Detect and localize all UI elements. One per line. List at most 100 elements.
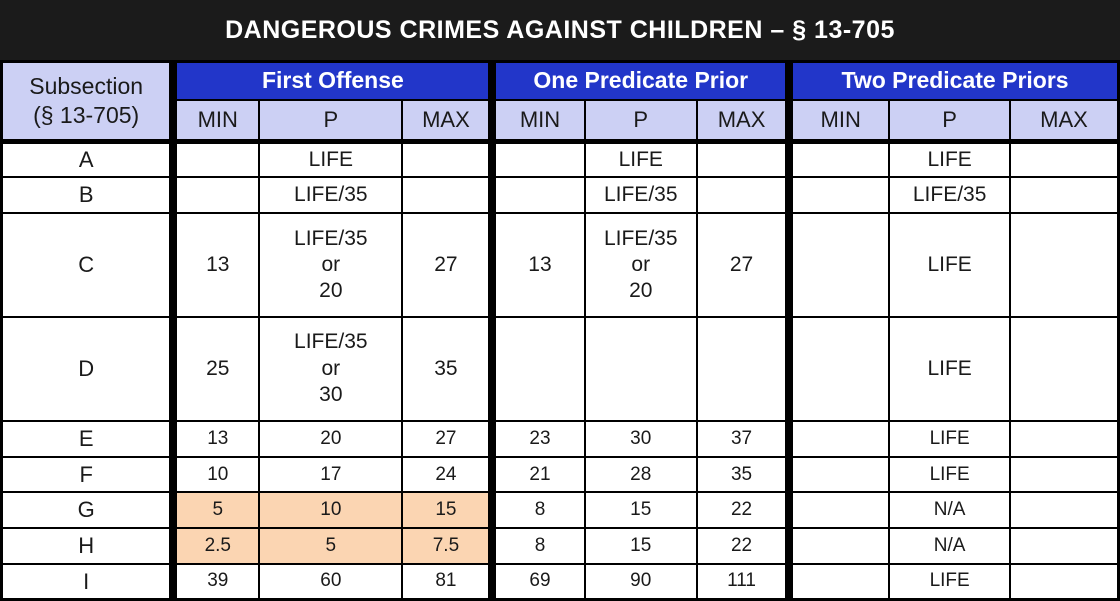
row-label: H	[0, 526, 175, 565]
cell	[1008, 176, 1120, 214]
col-header-p: P	[258, 98, 404, 144]
cell: 28	[583, 455, 698, 494]
cell: LIFE/35 or 20	[258, 211, 404, 318]
cell	[169, 140, 261, 179]
group-header-two-predicate-priors: Two Predicate Priors	[785, 60, 1120, 101]
table-row-f: F 10 17 24 21 28 35 LIFE	[0, 455, 1120, 494]
cell	[488, 176, 586, 214]
cell-highlighted: 10	[258, 491, 404, 529]
row-label: E	[0, 419, 175, 458]
cell	[785, 419, 891, 458]
cell: LIFE/35	[258, 176, 404, 214]
cell: 13	[169, 211, 261, 318]
cell: 60	[258, 562, 404, 601]
cell: 25	[169, 315, 261, 422]
cell-highlighted: 2.5	[169, 526, 261, 565]
row-label: A	[0, 140, 175, 179]
cell	[583, 315, 698, 422]
cell: 35	[695, 455, 791, 494]
cell	[401, 176, 494, 214]
cell-highlighted: 15	[401, 491, 494, 529]
cell-highlighted: 7.5	[401, 526, 494, 565]
cell	[1008, 526, 1120, 565]
row-label: I	[0, 562, 175, 601]
row-label: F	[0, 455, 175, 494]
cell	[1008, 562, 1120, 601]
table-row-b: B LIFE/35 LIFE/35 LIFE/35	[0, 176, 1120, 214]
cell	[785, 526, 891, 565]
cell: LIFE	[583, 140, 698, 179]
cell: 27	[401, 211, 494, 318]
sentencing-table: Subsection (§ 13-705) First Offense One …	[0, 60, 1120, 601]
cell: 35	[401, 315, 494, 422]
chart-title: DANGEROUS CRIMES AGAINST CHILDREN – § 13…	[0, 0, 1120, 60]
cell	[785, 211, 891, 318]
cell	[785, 176, 891, 214]
cell: 81	[401, 562, 494, 601]
cell	[695, 140, 791, 179]
cell: N/A	[888, 526, 1011, 565]
table-row-e: E 13 20 27 23 30 37 LIFE	[0, 419, 1120, 458]
table-row-i: I 39 60 81 69 90 111 LIFE	[0, 562, 1120, 601]
cell	[785, 455, 891, 494]
cell	[401, 140, 494, 179]
subsection-header: Subsection (§ 13-705)	[0, 60, 175, 144]
cell: LIFE	[888, 140, 1011, 179]
col-header-min: MIN	[169, 98, 261, 144]
cell	[488, 315, 586, 422]
cell	[695, 176, 791, 214]
cell: 111	[695, 562, 791, 601]
col-header-min: MIN	[488, 98, 586, 144]
cell: 8	[488, 491, 586, 529]
cell: 15	[583, 491, 698, 529]
table-row-g: G 5 10 15 8 15 22 N/A	[0, 491, 1120, 529]
row-label: B	[0, 176, 175, 214]
row-label: D	[0, 315, 175, 422]
col-header-min: MIN	[785, 98, 891, 144]
cell: LIFE	[888, 315, 1011, 422]
cell	[1008, 211, 1120, 318]
cell: 22	[695, 526, 791, 565]
column-header-row: MIN P MAX MIN P MAX MIN P MAX	[2, 98, 1120, 144]
col-header-p: P	[888, 98, 1011, 144]
cell: LIFE	[258, 140, 404, 179]
cell	[1008, 491, 1120, 529]
cell: 37	[695, 419, 791, 458]
cell	[1008, 419, 1120, 458]
row-label: C	[0, 211, 175, 318]
table-row-h: H 2.5 5 7.5 8 15 22 N/A	[0, 526, 1120, 565]
cell: LIFE/35	[583, 176, 698, 214]
cell: 24	[401, 455, 494, 494]
table-row-a: A LIFE LIFE LIFE	[0, 140, 1120, 179]
cell: 30	[583, 419, 698, 458]
cell: LIFE/35	[888, 176, 1011, 214]
col-header-p: P	[583, 98, 698, 144]
col-header-max: MAX	[401, 98, 494, 144]
cell	[1008, 455, 1120, 494]
cell	[1008, 140, 1120, 179]
cell: 22	[695, 491, 791, 529]
cell: N/A	[888, 491, 1011, 529]
cell: 27	[695, 211, 791, 318]
cell: LIFE/35 or 30	[258, 315, 404, 422]
group-header-first-offense: First Offense	[169, 60, 494, 101]
row-label: G	[0, 491, 175, 529]
cell: LIFE/35 or 20	[583, 211, 698, 318]
cell-highlighted: 5	[169, 491, 261, 529]
cell	[169, 176, 261, 214]
cell: LIFE	[888, 562, 1011, 601]
cell	[785, 491, 891, 529]
table-row-d: D 25 LIFE/35 or 30 35 LIFE	[0, 315, 1120, 422]
cell: 23	[488, 419, 586, 458]
table-row-c: C 13 LIFE/35 or 20 27 13 LIFE/35 or 20 2…	[0, 211, 1120, 318]
cell	[695, 315, 791, 422]
cell: LIFE	[888, 455, 1011, 494]
cell: 90	[583, 562, 698, 601]
group-header-one-predicate-prior: One Predicate Prior	[488, 60, 791, 101]
cell	[488, 140, 586, 179]
cell: 27	[401, 419, 494, 458]
group-header-row: Subsection (§ 13-705) First Offense One …	[0, 60, 1120, 144]
cell: 69	[488, 562, 586, 601]
cell: 10	[169, 455, 261, 494]
cell-highlighted: 5	[258, 526, 404, 565]
